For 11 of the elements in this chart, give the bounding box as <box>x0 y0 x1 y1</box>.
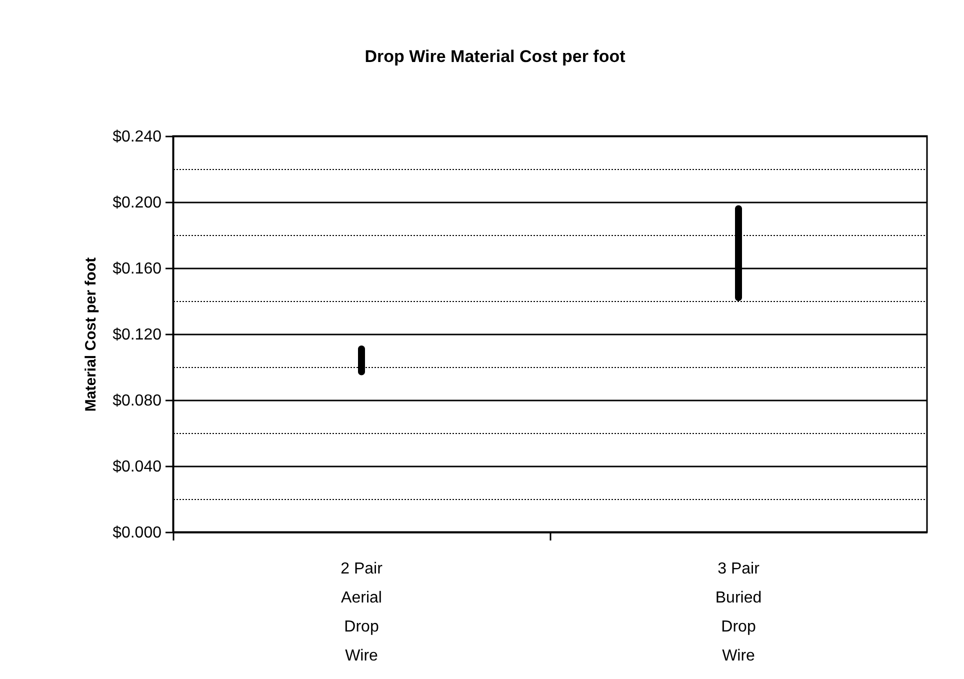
chart-title: Drop Wire Material Cost per foot <box>364 47 626 66</box>
y-axis-title: Material Cost per foot <box>82 257 100 412</box>
y-tick-label: $0.080 <box>112 392 162 410</box>
y-tick-label: $0.240 <box>112 128 162 146</box>
y-tick-label: $0.200 <box>112 194 162 212</box>
y-tick-label: $0.160 <box>112 260 162 278</box>
x-tick-label: 2 Pair Aerial Drop Wire <box>340 560 384 664</box>
y-tick-label: $0.120 <box>112 326 162 344</box>
y-tick-label: $0.040 <box>112 458 162 476</box>
x-tick-label: 3 Pair Buried Drop Wire <box>715 560 762 664</box>
y-tick-label: $0.000 <box>112 524 162 542</box>
